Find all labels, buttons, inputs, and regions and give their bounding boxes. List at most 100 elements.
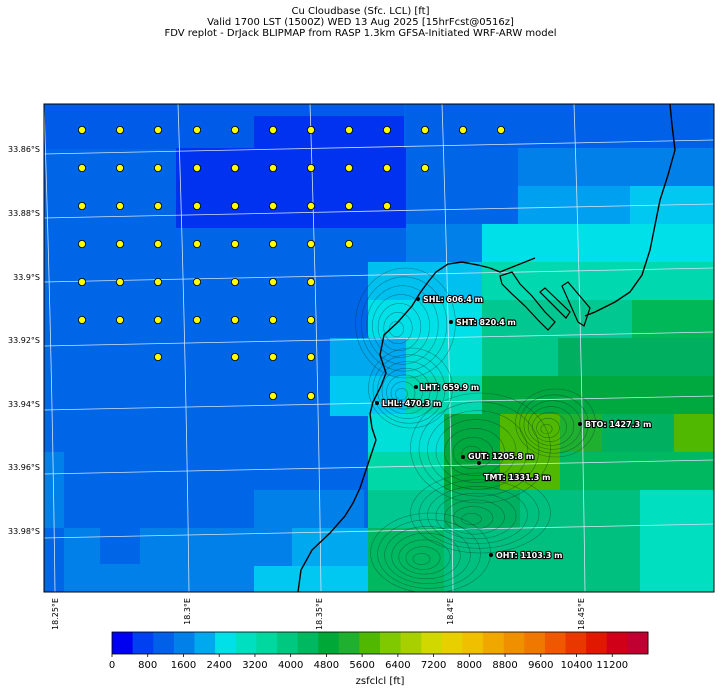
raster-cell [406, 376, 482, 416]
latitude-labels: 33.86°S 33.88°S 33.9°S 33.92°S 33.94°S 33.96°… [8, 145, 40, 536]
title-line-3: FDV replot - DrJack BLIPMAP from RASP 1.… [164, 28, 557, 39]
colorbar-segment [318, 632, 340, 654]
contour-line [527, 406, 575, 446]
raster-cell [558, 338, 714, 376]
latitude-tick-label: 33.9°S [13, 273, 40, 282]
station-label-sht: SHT: 820.4 m [456, 318, 516, 327]
sounding-point [78, 163, 87, 172]
colorbar-segment [235, 632, 257, 654]
colorbar-segment [544, 632, 567, 654]
contour-line [536, 417, 560, 439]
sounding-points [78, 126, 505, 400]
sounding-point [78, 201, 87, 210]
contour-line [370, 512, 491, 592]
sounding-point [306, 201, 315, 210]
raster-cell [518, 186, 630, 224]
colorbar-segment [112, 632, 134, 654]
contour-line [519, 394, 589, 454]
raster-cell [500, 414, 560, 490]
contour-line [418, 479, 540, 549]
colorbar-frame [111, 631, 649, 655]
peninsula-coastline [297, 257, 536, 592]
station-label-lht: LHT: 659.9 m [420, 383, 479, 392]
sounding-point [78, 239, 87, 248]
colorbar-segment [380, 632, 402, 654]
raster-cell [674, 414, 714, 454]
colorbar-segment [400, 632, 422, 654]
sounding-point [230, 277, 239, 286]
sounding-point [192, 239, 201, 248]
sounding-point [153, 126, 162, 135]
latitude-tick-label: 33.88°S [8, 209, 40, 218]
bay-coastline [584, 104, 676, 317]
sounding-point [153, 239, 162, 248]
map-title: Cu Cloudbase (Sfc. LCL) [ft] Valid 1700 … [0, 6, 721, 39]
sounding-point [230, 201, 239, 210]
sounding-point [268, 391, 277, 400]
latitude-tick-label: 33.98°S [8, 527, 40, 536]
sounding-point [306, 239, 315, 248]
sounding-point [230, 126, 239, 135]
contour-line [540, 423, 553, 435]
contour-line [377, 303, 422, 351]
raster-cell [368, 490, 444, 528]
contour-line [435, 419, 517, 483]
contour-line [427, 486, 528, 544]
sounding-point [306, 163, 315, 172]
raster-cell [176, 148, 406, 228]
sounding-point [116, 201, 125, 210]
sounding-point [496, 126, 505, 135]
colorbar-tick-label: 8000 [457, 660, 482, 671]
longitude-tick-label: 18.35°E [315, 598, 324, 630]
longitude-tick-label: 18.4°E [446, 598, 455, 625]
contour-line [412, 552, 431, 566]
colorbar: 0 800 1600 2400 3200 4000 4800 5600 6400 7200 8000… [109, 631, 649, 687]
sounding-point [192, 277, 201, 286]
contour-line [410, 392, 551, 504]
latitude-tick-label: 33.96°S [8, 463, 40, 472]
raster-cell [444, 490, 520, 528]
colorbar-segment [441, 632, 463, 654]
contour-line [435, 492, 517, 540]
colorbar-segment [586, 632, 608, 654]
sounding-point [268, 315, 277, 324]
colorbar-segment [462, 632, 484, 654]
terrain-contours [355, 267, 596, 592]
sounding-point [153, 201, 162, 210]
map-frame [43, 103, 715, 593]
station-marker-tmt [477, 461, 481, 465]
colorbar-tick-label: 7200 [421, 660, 446, 671]
sounding-point [230, 352, 239, 361]
station-label-lhl: LHL: 470.3 m [382, 399, 441, 408]
contour-line [461, 512, 482, 526]
colorbar-tick-label: 9600 [528, 660, 553, 671]
coastline [297, 104, 676, 592]
contour-line [391, 532, 461, 580]
sounding-point [116, 315, 125, 324]
colorbar-segment [256, 632, 278, 654]
colorbar-tick-label: 6400 [385, 660, 410, 671]
sounding-point [78, 277, 87, 286]
colorbar-segment [606, 632, 628, 654]
contour-line [372, 354, 446, 424]
contour-line [461, 445, 482, 463]
raster-cell [602, 414, 674, 454]
harbour-pier-2 [561, 281, 591, 327]
colorbar-tick-label: 11200 [596, 660, 628, 671]
contour-line [383, 311, 413, 345]
raster-cell [368, 452, 444, 490]
raster-cell [444, 528, 640, 592]
contour-line [360, 276, 448, 372]
sounding-point [306, 126, 315, 135]
contour-line [452, 506, 494, 530]
sounding-point [116, 163, 125, 172]
station-marker-sht [449, 320, 453, 324]
station-label-oht: OHT: 1103.3 m [496, 551, 563, 560]
harbour-pier-1 [539, 287, 571, 319]
raster-cell [482, 224, 592, 264]
contour-line [377, 519, 481, 589]
contour-line [390, 381, 416, 405]
raster-cell [368, 528, 444, 592]
raster-cell [640, 490, 714, 528]
sounding-point [153, 277, 162, 286]
